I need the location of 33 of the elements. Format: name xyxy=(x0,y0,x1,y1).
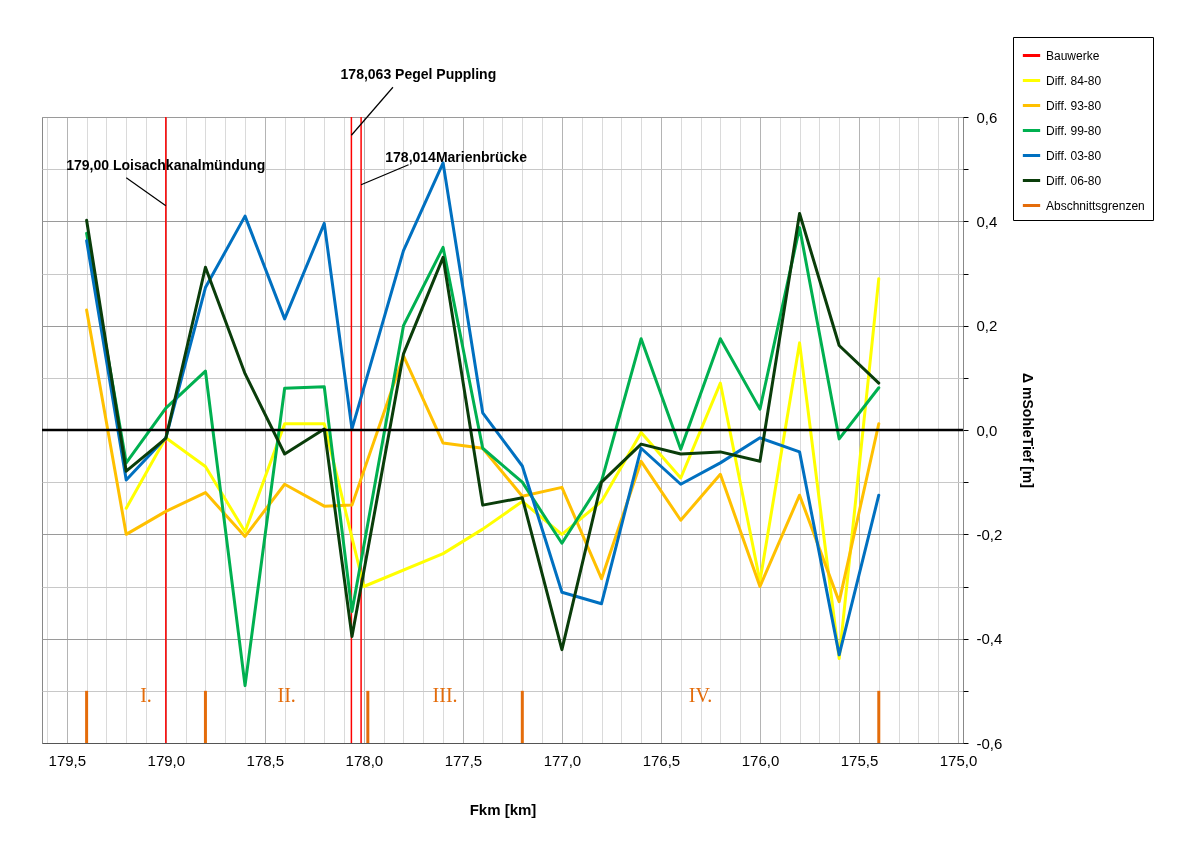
annotation: IV. xyxy=(688,684,713,707)
x-tick-label: 177,0 xyxy=(543,751,582,769)
y-tick-label: 0,4 xyxy=(976,212,998,230)
y-tick-label: 0,6 xyxy=(976,108,998,126)
annotation: III. xyxy=(432,684,458,707)
legend-label: Diff. 06-80 xyxy=(1046,173,1102,188)
x-tick-label: 175,5 xyxy=(840,751,879,769)
legend-label: Diff. 03-80 xyxy=(1046,148,1102,163)
x-tick-label: 176,0 xyxy=(741,751,780,769)
annotation: 178,014Marienbrücke xyxy=(385,148,528,165)
y-tick-label: -0,4 xyxy=(976,630,1003,648)
y-axis-title: Δ mSohleTief [m] xyxy=(1020,373,1037,488)
annotation: 178,063 Pegel Puppling xyxy=(340,66,497,83)
x-tick-label: 177,5 xyxy=(444,751,483,769)
legend-label: Diff. 84-80 xyxy=(1046,73,1102,88)
y-tick-label: -0,6 xyxy=(976,734,1003,752)
x-tick-label: 176,5 xyxy=(642,751,681,769)
x-tick-label: 175,0 xyxy=(939,751,978,769)
y-tick-label: -0,2 xyxy=(976,525,1003,543)
legend-label: Diff. 99-80 xyxy=(1046,123,1102,138)
x-tick-label: 178,0 xyxy=(345,751,384,769)
x-axis-title: Fkm [km] xyxy=(469,800,537,818)
annotation: II. xyxy=(277,684,296,707)
x-tick-label: 179,0 xyxy=(147,751,186,769)
y-tick-label: 0,0 xyxy=(976,421,998,439)
annotation: I. xyxy=(140,684,152,707)
y-tick-label: 0,2 xyxy=(976,317,998,335)
legend-label: Diff. 93-80 xyxy=(1046,98,1102,113)
legend-label: Bauwerke xyxy=(1046,48,1100,63)
legend-label: Abschnittsgrenzen xyxy=(1046,198,1145,213)
x-tick-label: 179,5 xyxy=(48,751,87,769)
line-series xyxy=(85,308,881,604)
x-tick-label: 178,5 xyxy=(246,751,285,769)
